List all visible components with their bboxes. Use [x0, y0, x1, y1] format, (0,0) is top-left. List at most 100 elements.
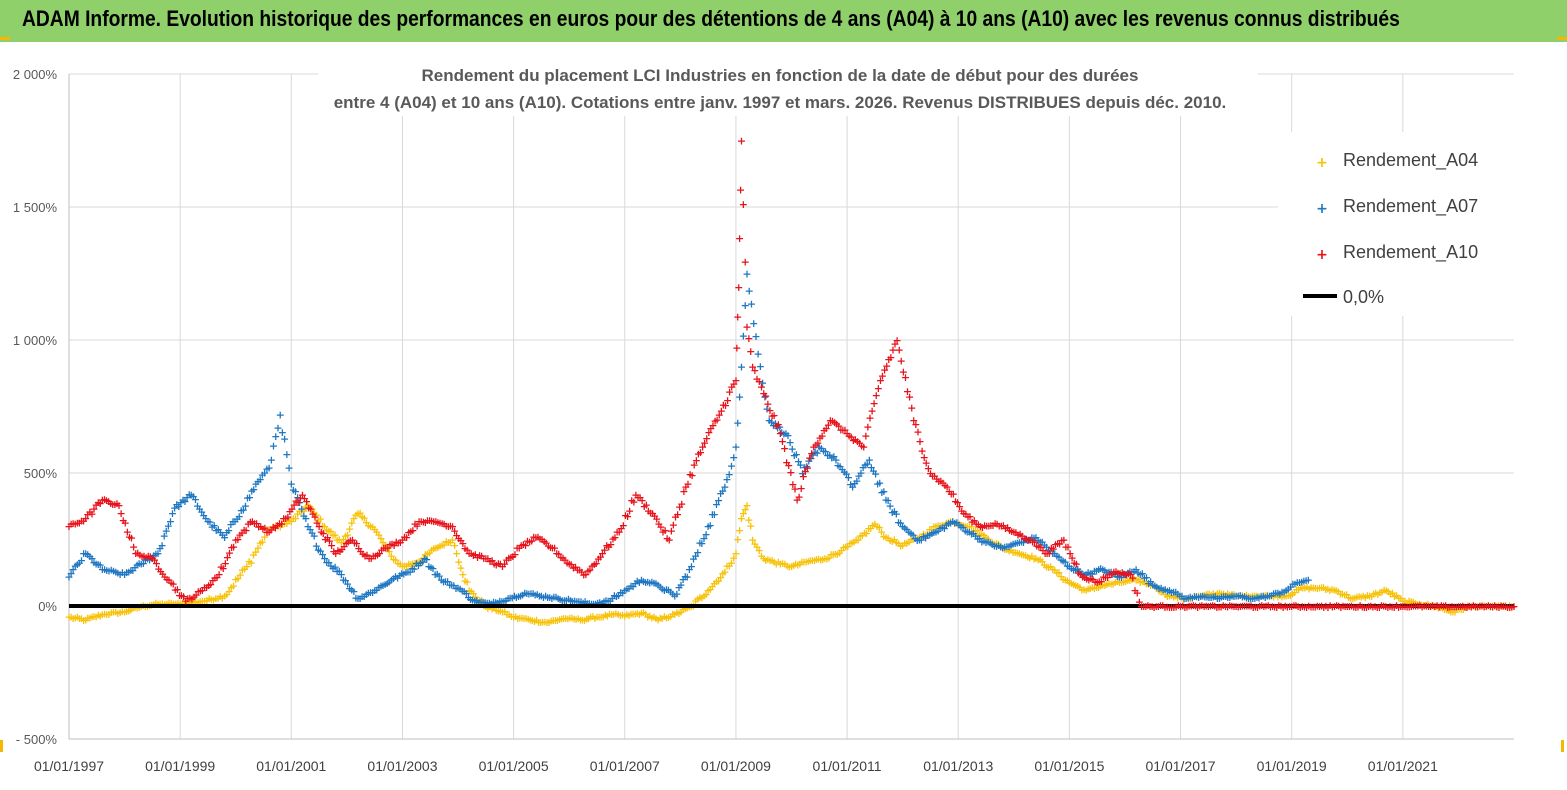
point-a04: + [892, 536, 901, 549]
point-a04: + [582, 613, 591, 626]
point-a04: + [795, 558, 804, 571]
point-a10: + [371, 549, 380, 562]
point-a04: + [213, 592, 222, 605]
point-a04: + [1021, 549, 1030, 562]
point-a07: + [574, 595, 583, 608]
point-a04: + [1388, 587, 1397, 600]
point-a04: + [446, 536, 455, 549]
x-tick-label: 01/01/2017 [1145, 758, 1215, 774]
point-a04: + [1300, 582, 1309, 595]
point-a04: + [378, 536, 387, 549]
point-a07: + [524, 588, 533, 601]
point-a07: + [245, 491, 254, 504]
point-a07: + [466, 593, 475, 606]
point-a10: + [633, 491, 642, 504]
point-a04: + [299, 504, 308, 517]
point-a10: + [733, 311, 742, 324]
point-a04: + [249, 549, 258, 562]
point-a10: + [652, 512, 661, 525]
point-a10: + [492, 559, 501, 572]
point-a07: + [1221, 590, 1230, 603]
point-a10: + [588, 560, 597, 573]
point-a04: + [572, 613, 581, 626]
point-a10: + [729, 377, 738, 390]
point-a10: + [786, 466, 795, 479]
point-a10: + [642, 498, 651, 511]
point-a10: + [1349, 601, 1358, 614]
point-a10: + [421, 516, 430, 529]
point-a07: + [405, 565, 414, 578]
point-a04: + [1440, 603, 1449, 616]
point-a04: + [1127, 573, 1136, 586]
point-a10: + [567, 558, 576, 571]
point-a04: + [676, 606, 685, 619]
point-a10: + [310, 510, 319, 523]
point-a04: + [1384, 585, 1393, 598]
point-a04: + [856, 529, 865, 542]
point-a10: + [1101, 571, 1110, 584]
point-a07: + [1254, 592, 1263, 605]
point-a04: + [1031, 552, 1040, 565]
point-a07: + [401, 566, 410, 579]
point-a10: + [1264, 599, 1273, 612]
point-a10: + [1328, 600, 1337, 613]
point-a04: + [1000, 543, 1009, 556]
point-a04: + [666, 610, 675, 623]
point-a07: + [464, 591, 473, 604]
point-a07: + [451, 582, 460, 595]
point-a07: + [994, 539, 1003, 552]
point-a07: + [293, 491, 302, 504]
point-a04: + [1167, 589, 1176, 602]
point-a10: + [963, 511, 972, 524]
point-a10: + [1343, 600, 1352, 613]
point-a10: + [681, 480, 690, 493]
point-a10: + [1274, 599, 1283, 612]
point-a07: + [1027, 531, 1036, 544]
point-a07: + [958, 521, 967, 534]
point-a10: + [859, 440, 868, 453]
point-a07: + [560, 594, 569, 607]
point-a04: + [735, 524, 744, 537]
point-a10: + [1405, 601, 1414, 614]
point-a07: + [1204, 591, 1213, 604]
point-a07: + [324, 556, 333, 569]
point-a10: + [285, 505, 294, 518]
point-a10: + [1236, 600, 1245, 613]
point-a04: + [100, 608, 109, 621]
point-a04: + [64, 611, 73, 624]
point-a10: + [517, 539, 526, 552]
point-a04: + [1161, 588, 1170, 601]
point-a07: + [800, 461, 809, 474]
point-a10: + [1128, 572, 1137, 585]
point-a07: + [1202, 591, 1211, 604]
point-a10: + [1341, 600, 1350, 613]
point-a07: + [618, 586, 627, 599]
point-a04: + [345, 523, 354, 536]
point-a07: + [664, 584, 673, 597]
point-a10: + [333, 544, 342, 557]
point-a10: + [1287, 600, 1296, 613]
point-a10: + [1145, 600, 1154, 613]
point-a07: + [533, 588, 542, 601]
point-a04: + [240, 562, 249, 575]
point-a10: + [83, 508, 92, 521]
point-a07: + [541, 589, 550, 602]
point-a10: + [1417, 601, 1426, 614]
point-a10: + [899, 366, 908, 379]
point-a10: + [635, 491, 644, 504]
point-a10: + [788, 478, 797, 491]
point-a04: + [1054, 566, 1063, 579]
point-a10: + [1090, 575, 1099, 588]
point-a07: + [624, 582, 633, 595]
point-a04: + [1261, 589, 1270, 602]
point-a04: + [1194, 589, 1203, 602]
point-a10: + [358, 547, 367, 560]
point-a07: + [1050, 547, 1059, 560]
point-a07: + [725, 468, 734, 481]
point-a10: + [807, 447, 816, 460]
point-a04: + [902, 537, 911, 550]
point-a04: + [1034, 553, 1043, 566]
point-a07: + [145, 554, 154, 567]
point-a10: + [562, 556, 571, 569]
point-a07: + [216, 526, 225, 539]
